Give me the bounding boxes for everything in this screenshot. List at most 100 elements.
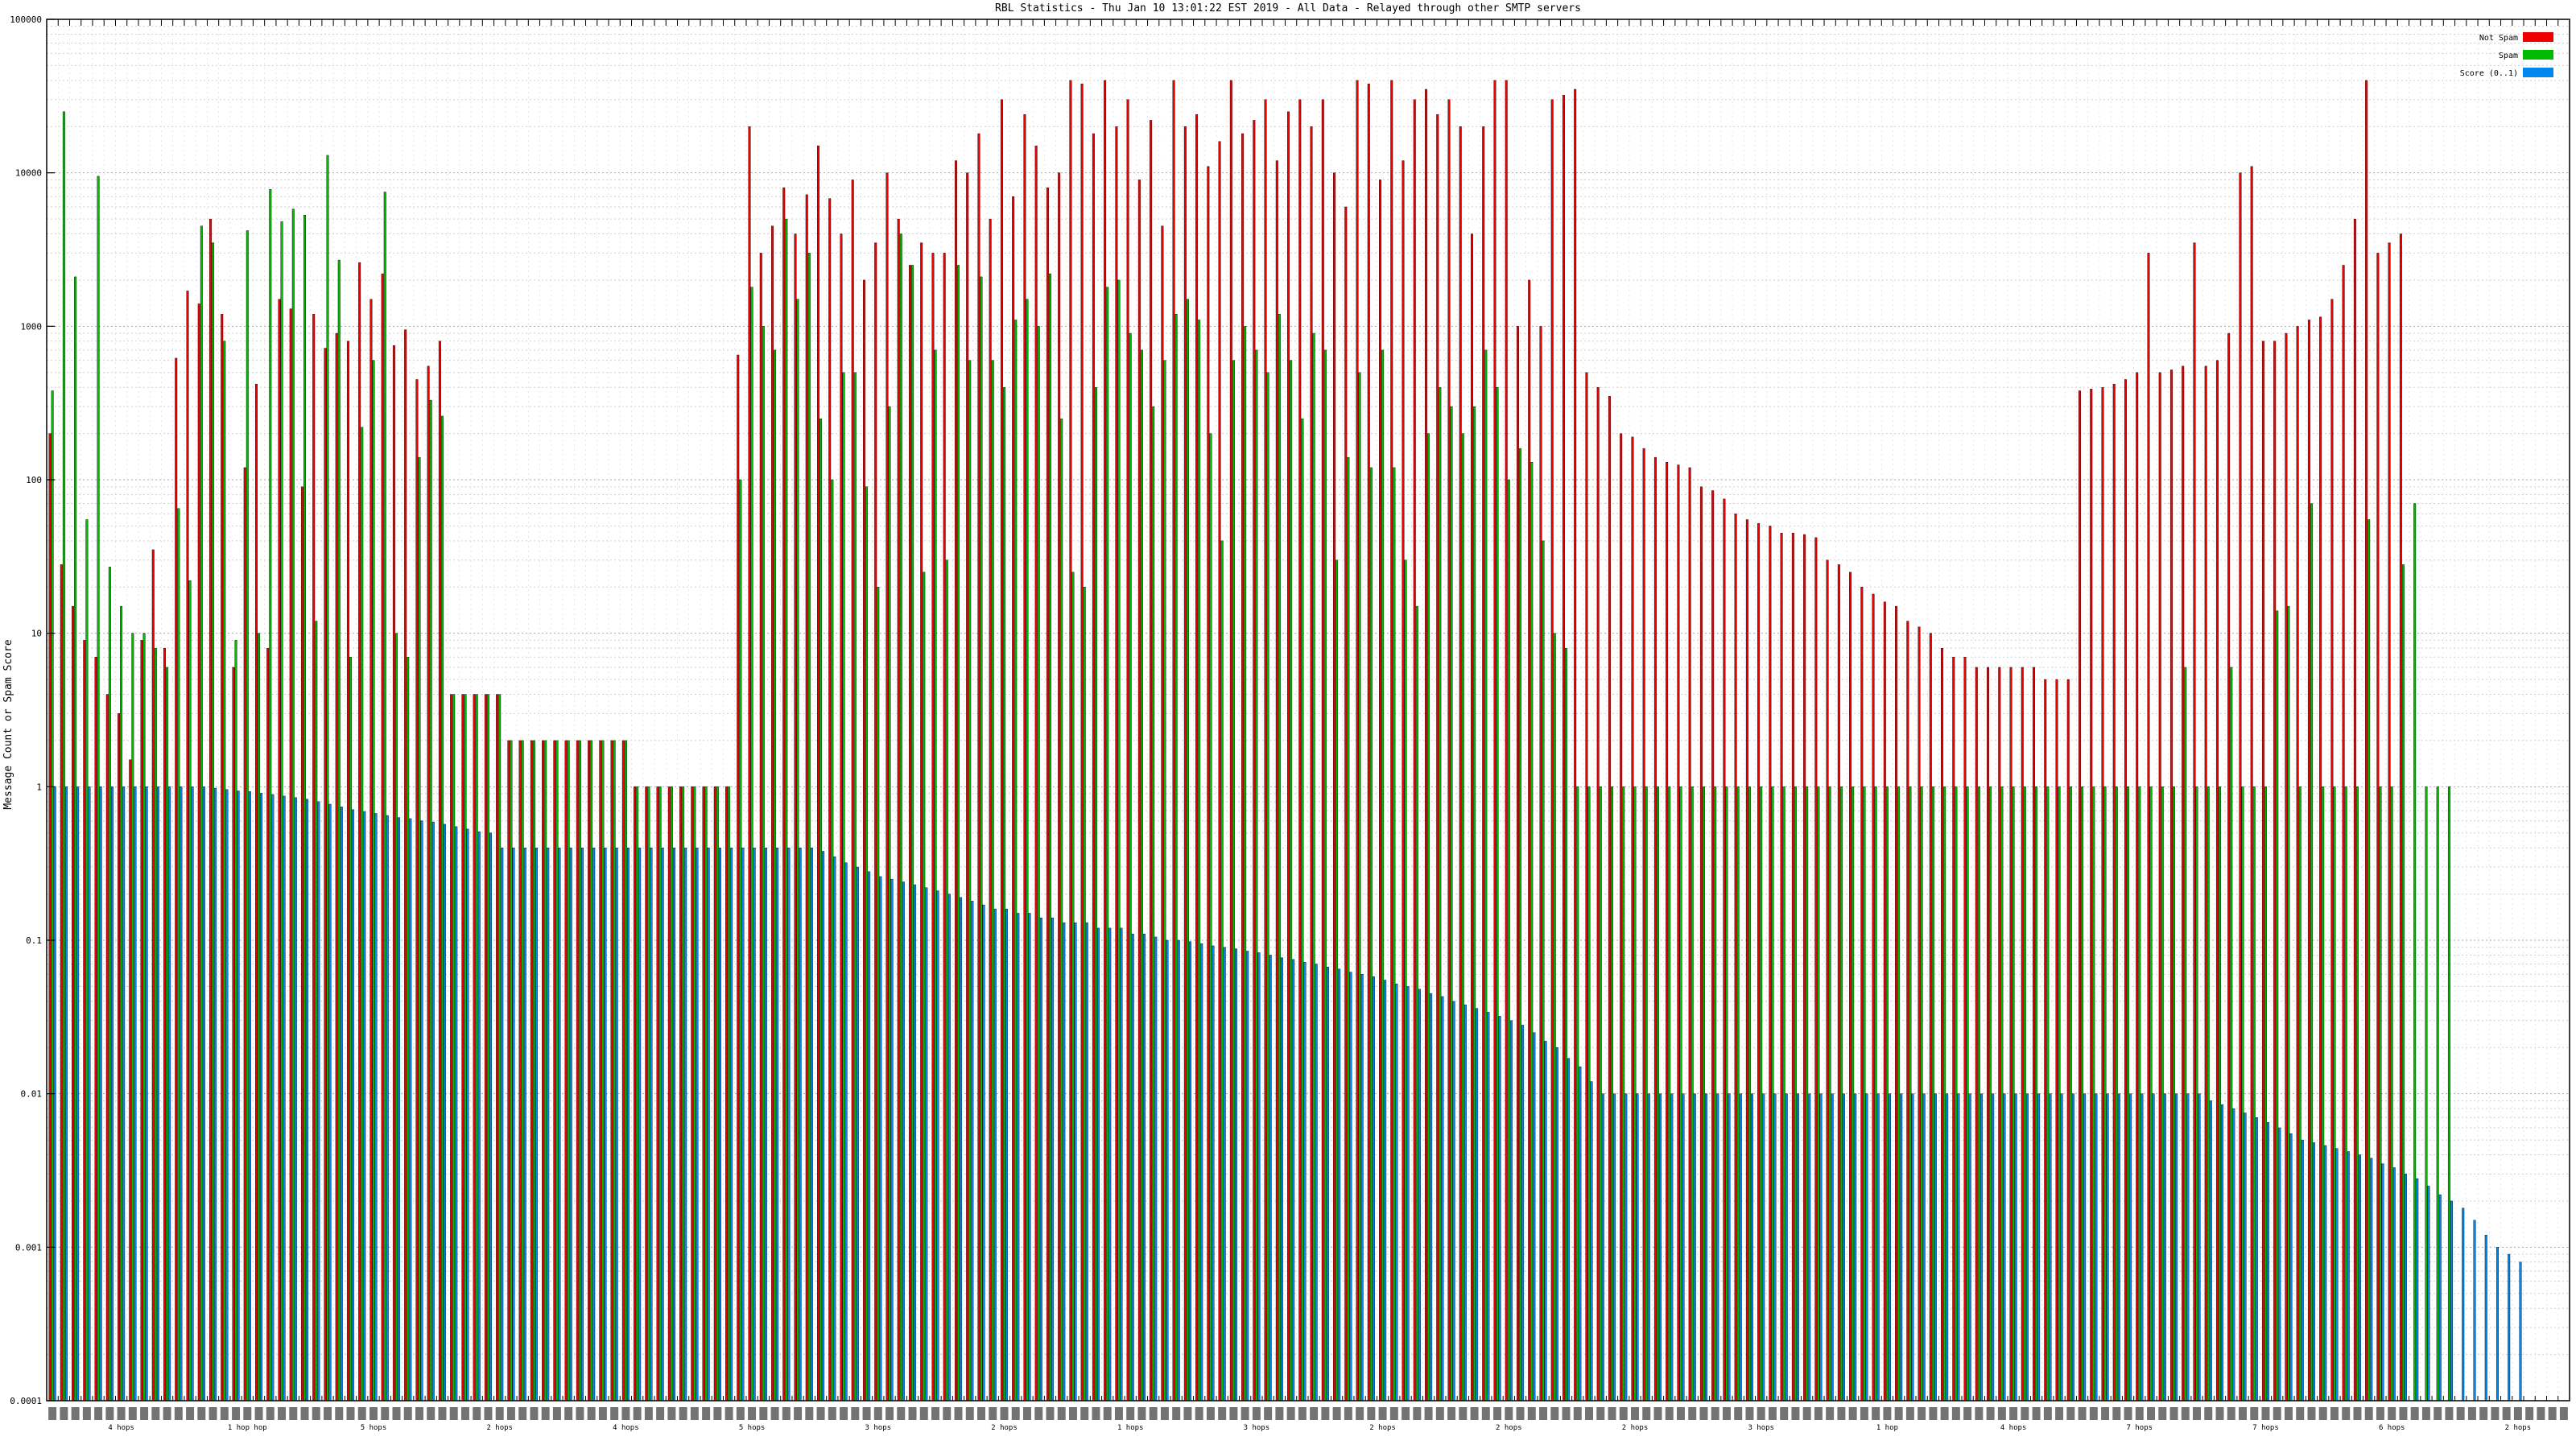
x-label-glyph-block bbox=[2376, 1407, 2384, 1420]
bar-score-0-1 bbox=[1819, 1093, 1823, 1402]
x-tick-label: 5 hops bbox=[739, 1424, 766, 1432]
bar-score-0-1 bbox=[2301, 1139, 2304, 1402]
x-label-glyph-block bbox=[794, 1407, 803, 1420]
bar-spam bbox=[1668, 786, 1671, 1402]
bar-spam bbox=[807, 253, 811, 1402]
bar-spam bbox=[2184, 667, 2187, 1402]
x-label-glyph-block bbox=[759, 1407, 768, 1420]
bar-score-0-1 bbox=[1533, 1032, 1536, 1402]
x-label-glyph-block bbox=[2330, 1407, 2339, 1420]
bar-not-spam bbox=[2112, 383, 2116, 1402]
x-label-glyph-block bbox=[2559, 1407, 2568, 1420]
bar-score-0-1 bbox=[2289, 1133, 2293, 1402]
x-tick-label: 2 hops bbox=[1369, 1424, 1396, 1432]
bar-spam bbox=[166, 667, 169, 1402]
bar-spam bbox=[407, 657, 410, 1402]
bar-spam bbox=[1817, 786, 1820, 1402]
bar-score-0-1 bbox=[237, 791, 240, 1402]
bar-spam bbox=[1014, 320, 1018, 1402]
bar-spam bbox=[51, 390, 54, 1402]
bar-score-0-1 bbox=[1659, 1093, 1662, 1402]
bar-spam bbox=[1989, 786, 1992, 1402]
bar-score-0-1 bbox=[535, 848, 538, 1402]
bar-not-spam bbox=[1092, 133, 1095, 1402]
x-label-glyph-block bbox=[1046, 1407, 1055, 1420]
bar-score-0-1 bbox=[2496, 1247, 2499, 1402]
bar-not-spam bbox=[2273, 341, 2277, 1402]
x-label-glyph-block bbox=[931, 1407, 940, 1420]
bar-spam bbox=[74, 276, 77, 1402]
x-label-glyph-block bbox=[2318, 1407, 2327, 1420]
bar-spam bbox=[108, 567, 111, 1402]
bar-not-spam bbox=[450, 694, 453, 1402]
bar-score-0-1 bbox=[2209, 1100, 2212, 1402]
bar-score-0-1 bbox=[764, 848, 767, 1402]
bar-spam bbox=[865, 486, 869, 1402]
x-label-glyph-block bbox=[1883, 1407, 1892, 1420]
x-label-glyph-block bbox=[610, 1407, 619, 1420]
bar-not-spam bbox=[2388, 242, 2391, 1402]
x-tick-label: 3 hops bbox=[865, 1424, 892, 1432]
bar-score-0-1 bbox=[1017, 913, 1020, 1402]
bar-score-0-1 bbox=[1590, 1081, 1593, 1402]
x-label-glyph-block bbox=[1206, 1407, 1215, 1420]
bar-spam bbox=[831, 479, 834, 1402]
bar-spam bbox=[842, 372, 845, 1402]
bar-not-spam bbox=[369, 299, 373, 1402]
bar-spam bbox=[2355, 786, 2359, 1402]
bar-spam bbox=[2012, 786, 2015, 1402]
bar-spam bbox=[2081, 786, 2084, 1402]
bar-spam bbox=[1771, 786, 1774, 1402]
x-label-glyph-block bbox=[1275, 1407, 1284, 1420]
top-tick-marks bbox=[46, 19, 2570, 1401]
x-label-glyph-block bbox=[1092, 1407, 1100, 1420]
bar-not-spam bbox=[48, 433, 52, 1402]
x-tick-label: 3 hops bbox=[1748, 1424, 1774, 1432]
x-label-glyph-block bbox=[1997, 1407, 2006, 1420]
bar-score-0-1 bbox=[1498, 1016, 1501, 1402]
bar-not-spam bbox=[2033, 667, 2035, 1402]
bar-spam bbox=[555, 740, 559, 1402]
bar-score-0-1 bbox=[386, 815, 389, 1402]
x-label-glyph-block bbox=[2548, 1407, 2557, 1420]
bar-not-spam bbox=[2215, 360, 2219, 1402]
x-label-glyph-block bbox=[828, 1407, 836, 1420]
x-label-glyph-block bbox=[713, 1407, 722, 1420]
bar-score-0-1 bbox=[2117, 1093, 2120, 1402]
bar-not-spam bbox=[129, 759, 132, 1402]
x-label-glyph-block bbox=[851, 1407, 860, 1420]
legend-label: Score (0..1) bbox=[2460, 69, 2518, 78]
bar-not-spam bbox=[1379, 180, 1382, 1402]
x-label-glyph-block bbox=[1722, 1407, 1731, 1420]
bar-not-spam bbox=[1264, 99, 1267, 1402]
x-label-glyph-block bbox=[518, 1407, 527, 1420]
x-label-glyph-block bbox=[1356, 1407, 1364, 1420]
x-label-glyph-block bbox=[1057, 1407, 1066, 1420]
bar-score-0-1 bbox=[1693, 1093, 1696, 1402]
bar-not-spam bbox=[989, 218, 992, 1402]
x-label-glyph-block bbox=[989, 1407, 997, 1420]
x-label-glyph-block bbox=[1286, 1407, 1295, 1420]
bar-score-0-1 bbox=[1716, 1093, 1719, 1402]
bar-score-0-1 bbox=[1613, 1093, 1616, 1402]
y-axis-label: Message Count or Spam Score bbox=[2, 639, 14, 809]
x-label-glyph-block bbox=[621, 1407, 630, 1420]
bar-spam bbox=[899, 233, 902, 1402]
x-label-glyph-block bbox=[1424, 1407, 1433, 1420]
bar-score-0-1 bbox=[902, 881, 905, 1402]
bar-spam bbox=[1094, 387, 1097, 1402]
bar-score-0-1 bbox=[248, 791, 251, 1402]
x-label-glyph-block bbox=[1963, 1407, 1972, 1420]
bar-spam bbox=[2425, 786, 2428, 1402]
x-label-glyph-block bbox=[748, 1407, 757, 1420]
bar-spam bbox=[177, 508, 180, 1402]
bar-not-spam bbox=[874, 242, 877, 1402]
bar-not-spam bbox=[2193, 242, 2196, 1402]
x-label-glyph-block bbox=[1459, 1407, 1468, 1420]
bar-spam bbox=[2092, 786, 2095, 1402]
x-label-glyph-block bbox=[1780, 1407, 1789, 1420]
x-label-glyph-block bbox=[1435, 1407, 1444, 1420]
x-label-glyph-block bbox=[897, 1407, 906, 1420]
x-label-glyph-block bbox=[2353, 1407, 2362, 1420]
bar-spam bbox=[1542, 540, 1545, 1402]
